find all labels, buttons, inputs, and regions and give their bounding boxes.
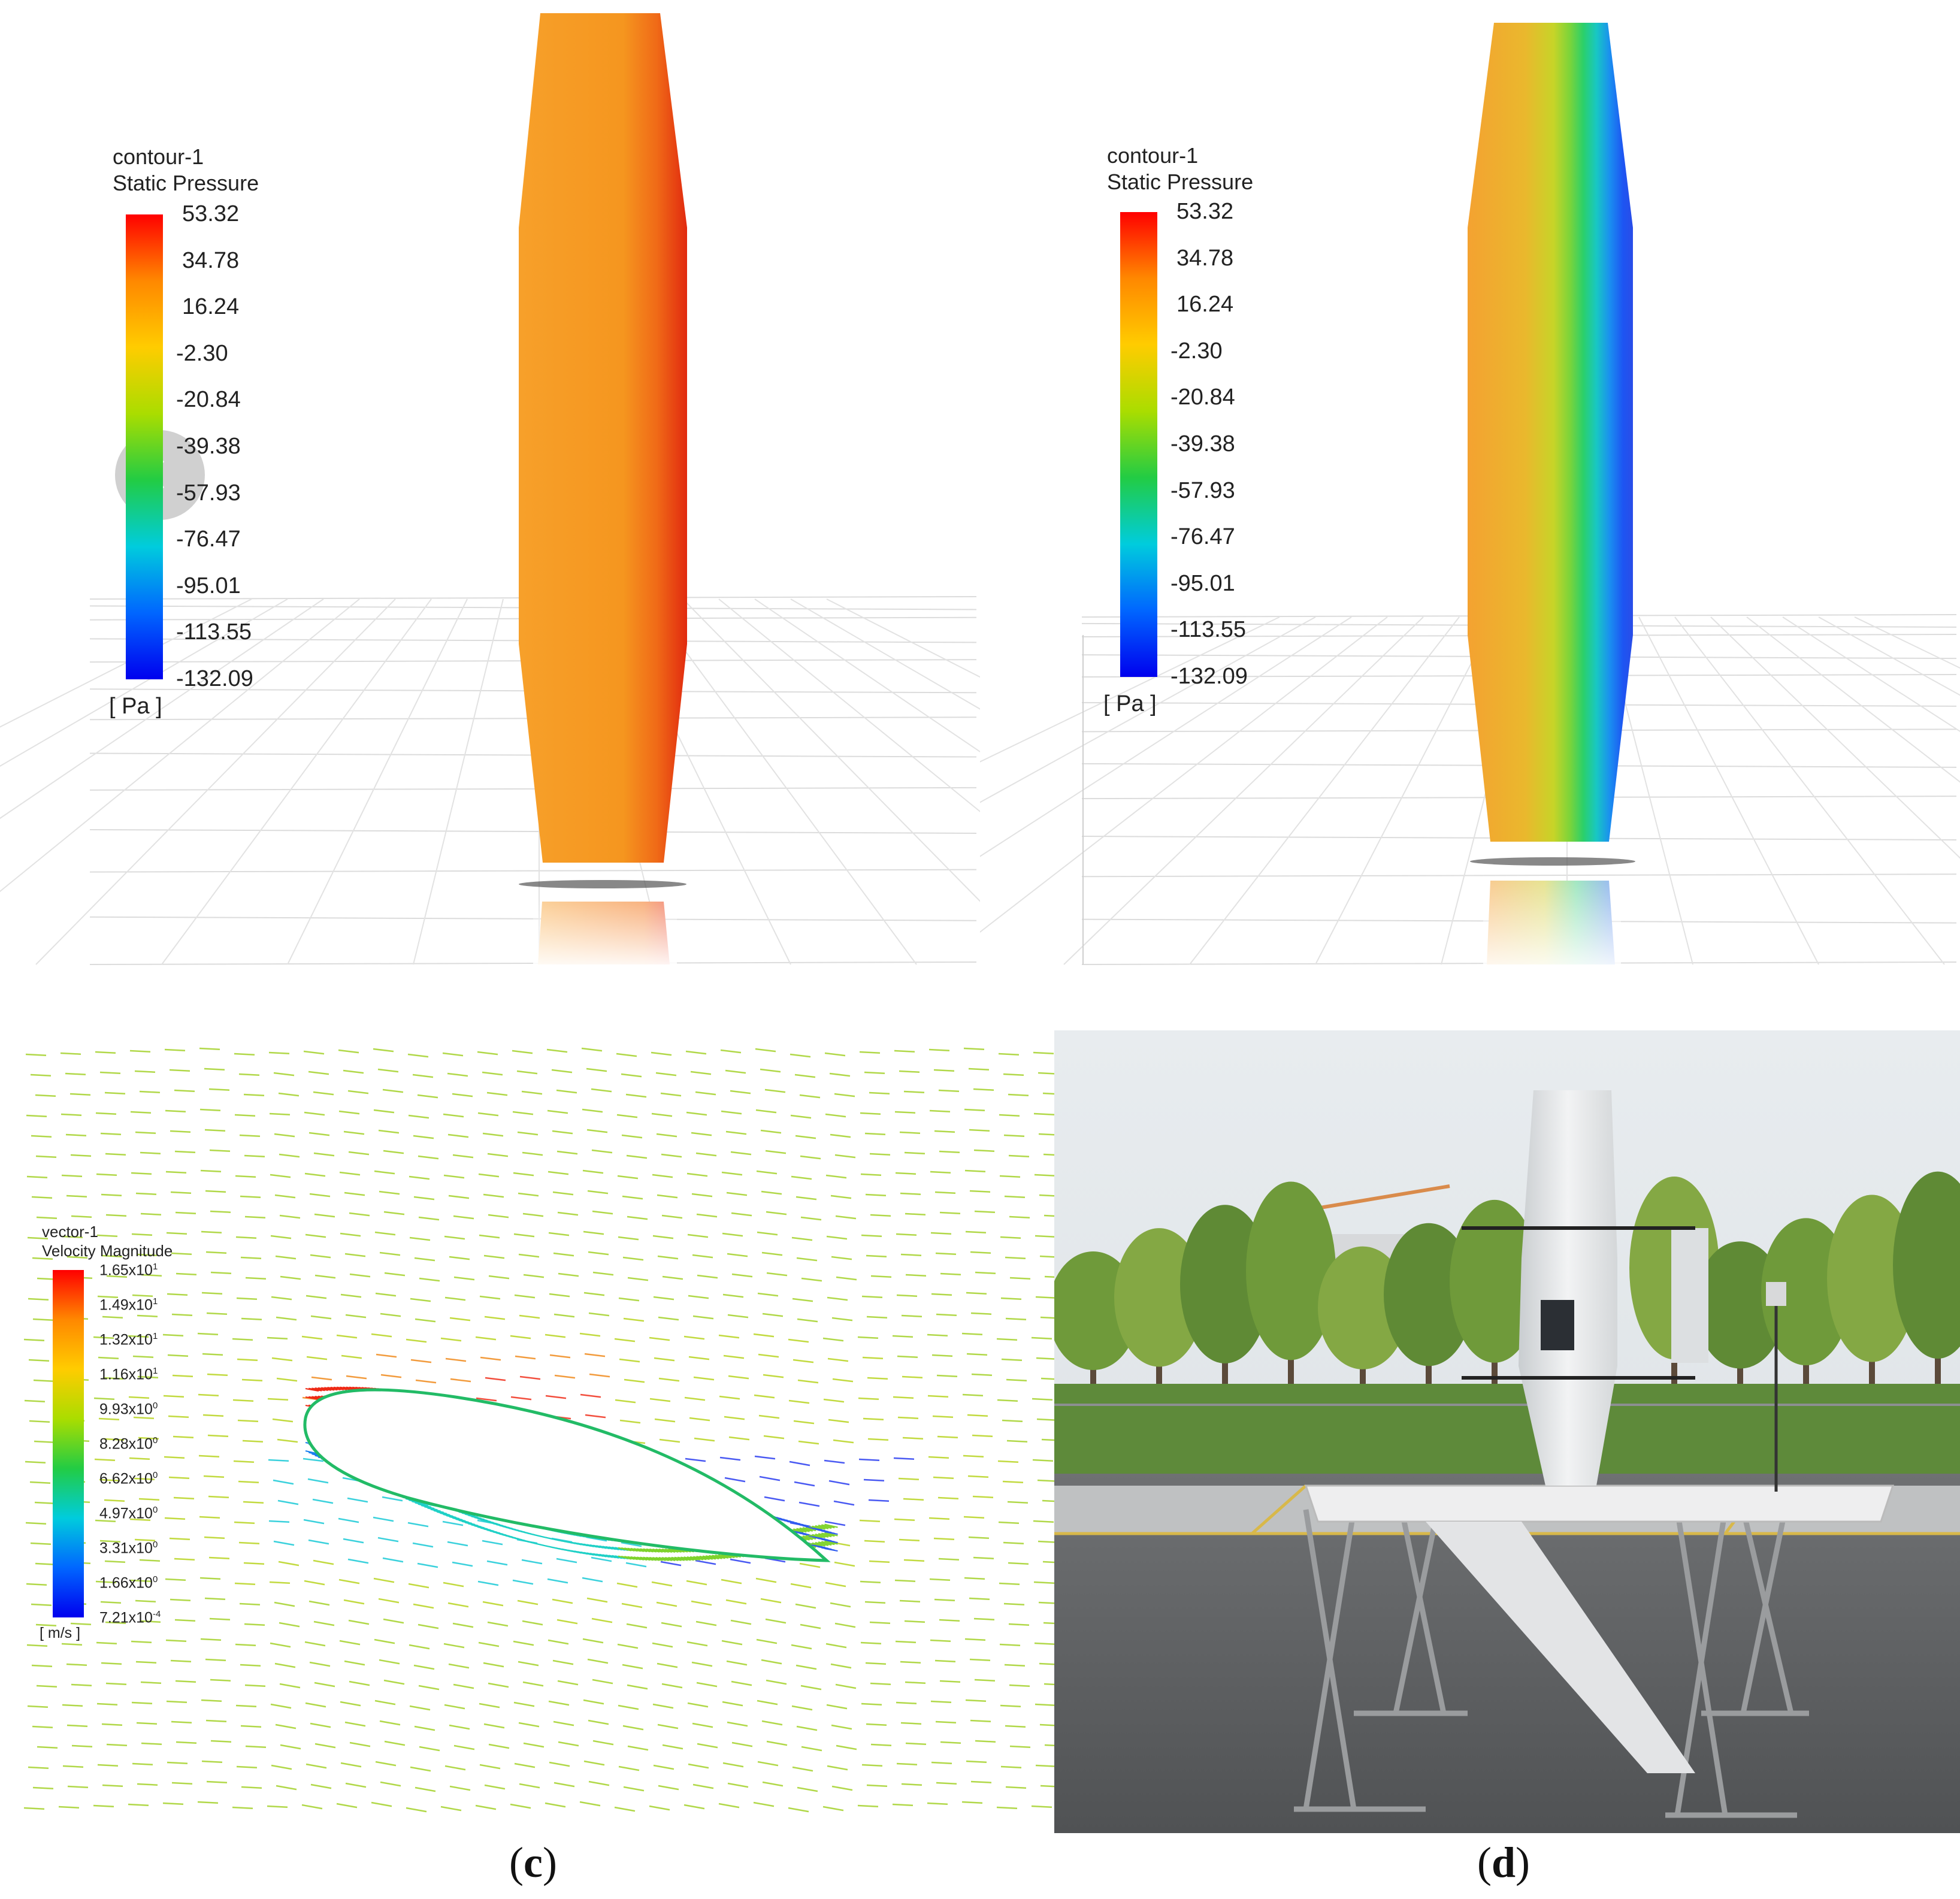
legend-c-tick: 8.28x100: [99, 1435, 158, 1453]
legend-c-colorbar: [53, 1270, 84, 1617]
legend-b-quantity: Static Pressure: [1107, 170, 1254, 194]
legend-c-quantity: Velocity Magnitude: [42, 1242, 173, 1260]
legend-c-tick: 1.65x101: [99, 1262, 158, 1279]
support-arms: [1462, 1226, 1695, 1380]
legend-a-tick: -57.93: [176, 480, 241, 506]
legend-c-tick: 9.93x100: [99, 1401, 158, 1418]
legend-a-tick: -2.30: [176, 340, 228, 366]
caption-c: (c): [509, 1838, 557, 1886]
panel-b-render: [980, 23, 1960, 965]
legend-c-unit: [ m/s ]: [40, 1625, 81, 1641]
legend-c-tick: 1.66x100: [99, 1574, 158, 1592]
legend-b-colorbar: [1120, 212, 1157, 677]
legend-b-tick: 16.24: [1176, 292, 1234, 317]
legend-c-tick: 1.16x101: [99, 1366, 158, 1383]
legend-c: vector-1 Velocity Magnitude 1.65x101 1.49…: [40, 1222, 234, 1677]
legend-b-tick: -39.38: [1170, 431, 1235, 456]
hull-platform: [1304, 1484, 1895, 1523]
legend-b-tick: -113.55: [1170, 617, 1247, 643]
velocity-vector-field: [23, 1047, 1054, 1813]
weather-sensor: [1766, 1282, 1786, 1306]
solar-panel: [1541, 1300, 1574, 1350]
legend-a-tick: -76.47: [176, 527, 241, 552]
legend-a: contour-1 Static Pressure 53.32 34.78 16.2…: [109, 144, 310, 725]
wing-shadow-a: [519, 880, 686, 888]
legend-a-tick: -39.38: [176, 434, 241, 459]
legend-b-tick: -132.09: [1170, 664, 1248, 689]
legend-c-tick: 4.97x100: [99, 1505, 158, 1522]
legend-b-tick: -20.84: [1170, 385, 1235, 410]
tree-line: [1054, 1171, 1960, 1401]
legend-b-tick: 53.32: [1176, 199, 1234, 224]
legend-b-unit: [ Pa ]: [1103, 691, 1157, 716]
legend-a-tick: -113.55: [176, 619, 252, 645]
legend-b-tick: -2.30: [1170, 338, 1223, 364]
legend-a-tick: 53.32: [182, 201, 240, 226]
panel-d: (d): [1054, 1030, 1960, 1899]
legend-a-colorbar: [126, 214, 163, 679]
wing-body-a: [519, 13, 687, 863]
legend-c-tick: 1.49x101: [99, 1296, 158, 1314]
panel-c: vector-1 Velocity Magnitude 1.65x101 1.49…: [0, 1030, 1054, 1899]
reflection-fade-a: [533, 899, 677, 964]
legend-b-tick: -57.93: [1170, 477, 1235, 503]
wing-sail: [1519, 1090, 1617, 1486]
legend-b: contour-1 Static Pressure 53.32 34.78 16.2…: [1103, 143, 1305, 724]
wing-shadow-b: [1470, 857, 1635, 866]
legend-c-tick: 6.62x100: [99, 1470, 158, 1487]
legend-a-tick: -132.09: [176, 666, 253, 691]
keel-fin: [1426, 1522, 1695, 1773]
panel-b: contour-1 Static Pressure 53.32 34.78 16.2…: [980, 0, 1960, 970]
legend-a-tick: 34.78: [182, 247, 240, 273]
tail-flap: [1671, 1228, 1708, 1363]
legend-c-tick: 1.32x101: [99, 1331, 158, 1348]
legend-c-title: vector-1: [42, 1223, 98, 1241]
legend-c-tick: 7.21x10-4: [99, 1609, 161, 1626]
wing-body-b: [1468, 23, 1633, 842]
legend-b-tick: -76.47: [1170, 524, 1235, 550]
reflection-fade-b: [1483, 878, 1621, 964]
legend-b-title: contour-1: [1107, 143, 1199, 168]
legend-b-tick: 34.78: [1176, 245, 1234, 271]
prototype-photo: [1054, 1030, 1960, 1833]
panel-a: contour-1 Static Pressure 53.32 34.78 16.2…: [0, 0, 980, 970]
caption-d: (d): [1477, 1838, 1530, 1886]
legend-b-tick: -95.01: [1170, 570, 1235, 596]
grass-strip: [1054, 1384, 1960, 1480]
panel-a-render: [0, 13, 980, 965]
trestle-stands: [1294, 1508, 1809, 1818]
legend-c-tick: 3.31x100: [99, 1540, 158, 1557]
airfoil-profile: [303, 1388, 831, 1562]
legend-a-tick: -95.01: [176, 573, 241, 598]
legend-a-quantity: Static Pressure: [113, 171, 259, 195]
legend-a-tick: 16.24: [182, 294, 240, 320]
legend-a-tick: -20.84: [176, 387, 241, 413]
legend-a-unit: [ Pa ]: [109, 694, 162, 719]
legend-a-title: contour-1: [113, 144, 204, 169]
